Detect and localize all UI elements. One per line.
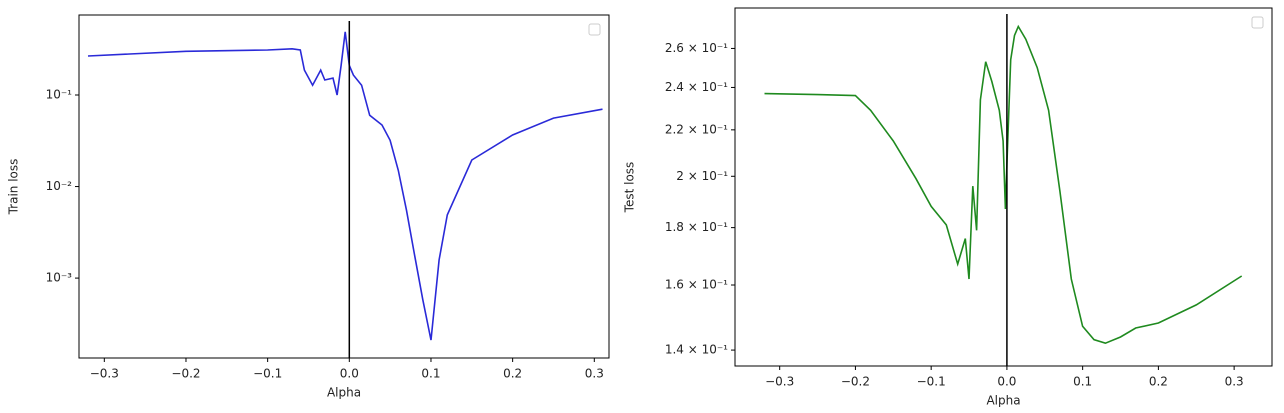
x-axis-label: Alpha: [327, 386, 361, 400]
y-tick-label: 10⁻²: [46, 179, 73, 193]
y-tick-label: 1.4 × 10⁻¹: [665, 343, 728, 357]
x-tick-label: −0.2: [171, 367, 200, 381]
legend-box: [1251, 16, 1264, 29]
x-tick-label: 0.3: [1225, 375, 1244, 389]
y-tick-label: 2.6 × 10⁻¹: [665, 41, 728, 55]
x-tick-label: 0.3: [585, 367, 604, 381]
plot-frame: [734, 7, 1273, 367]
x-tick-label: −0.2: [841, 375, 870, 389]
x-tick-label: 0.0: [340, 367, 359, 381]
x-tick-label: 0.2: [503, 367, 522, 381]
y-tick-label: 1.8 × 10⁻¹: [665, 220, 728, 234]
y-axis-label: Train loss: [7, 159, 21, 216]
plot-frame: [78, 14, 610, 359]
y-tick-label: 10⁻³: [46, 271, 73, 285]
y-tick-label: 10⁻¹: [46, 88, 73, 102]
y-tick-label: 2.2 × 10⁻¹: [665, 122, 728, 136]
x-tick-label: −0.1: [253, 367, 282, 381]
y-tick-label: 2.4 × 10⁻¹: [665, 80, 728, 94]
x-tick-label: −0.3: [90, 367, 119, 381]
x-axis-label: Alpha: [986, 394, 1020, 408]
y-tick-label: 1.6 × 10⁻¹: [665, 278, 728, 292]
y-axis-label: Test loss: [623, 162, 637, 214]
x-tick-label: 0.2: [1149, 375, 1168, 389]
y-tick-label: 2 × 10⁻¹: [676, 169, 728, 183]
x-tick-label: −0.1: [917, 375, 946, 389]
x-tick-label: −0.3: [765, 375, 794, 389]
loss-line: [764, 24, 1243, 345]
x-tick-label: 0.1: [421, 367, 440, 381]
x-tick-label: 0.0: [997, 375, 1016, 389]
legend-box: [588, 23, 601, 36]
x-tick-label: 0.1: [1073, 375, 1092, 389]
loss-line: [87, 31, 603, 341]
